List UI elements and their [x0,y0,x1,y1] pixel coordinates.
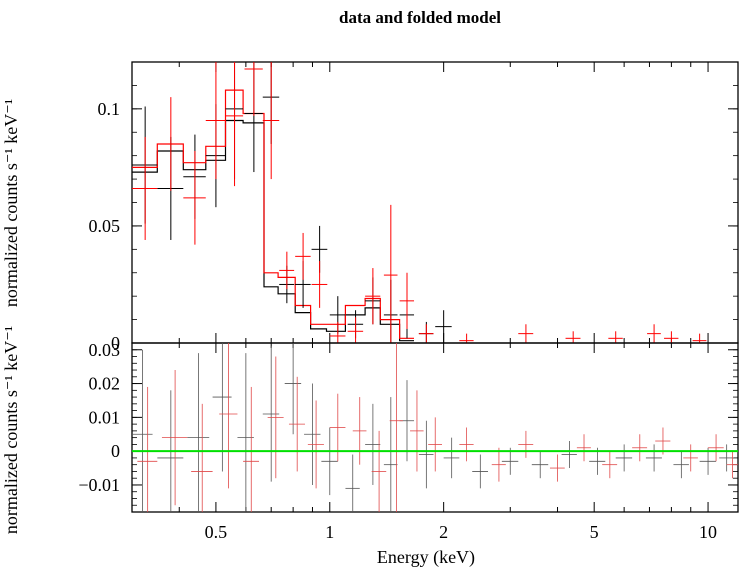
y-tick-label: 0 [111,333,120,353]
bottom-panel: 0.5 1 2 5 10 −0.01 0 0.01 0.02 0.03 [78,340,739,542]
top-y-axis-label: normalized counts s⁻¹ keV⁻¹ [1,99,21,307]
plot-frame [131,342,739,513]
chart-title: data and folded model [339,8,501,27]
x-tick-label: 10 [699,522,717,542]
y-tick-label: 0.05 [89,216,121,236]
data-series [132,62,707,343]
x-tick-label: 2 [439,522,448,542]
model-step-line [132,89,414,339]
y-tick-label: 0.03 [89,340,121,360]
y-tick-label: 0 [111,441,120,461]
y-tick-label: 0.02 [89,374,121,394]
data-series [137,343,738,512]
x-tick-label: 1 [325,522,334,542]
x-tick-label: 0.5 [205,522,228,542]
model-step-line [132,119,414,342]
y-tick-label: 0.01 [89,407,121,427]
x-axis-label: Energy (keV) [377,547,475,568]
top-panel: 0 0.05 0.1 [89,61,739,353]
data-series [132,343,734,512]
x-tick-label: 5 [590,522,599,542]
y-tick-label: −0.01 [78,475,120,495]
bottom-y-axis-label: normalized counts s⁻¹ keV⁻¹ [1,326,21,534]
plot-frame [131,61,739,344]
y-tick-label: 0.1 [98,99,121,119]
